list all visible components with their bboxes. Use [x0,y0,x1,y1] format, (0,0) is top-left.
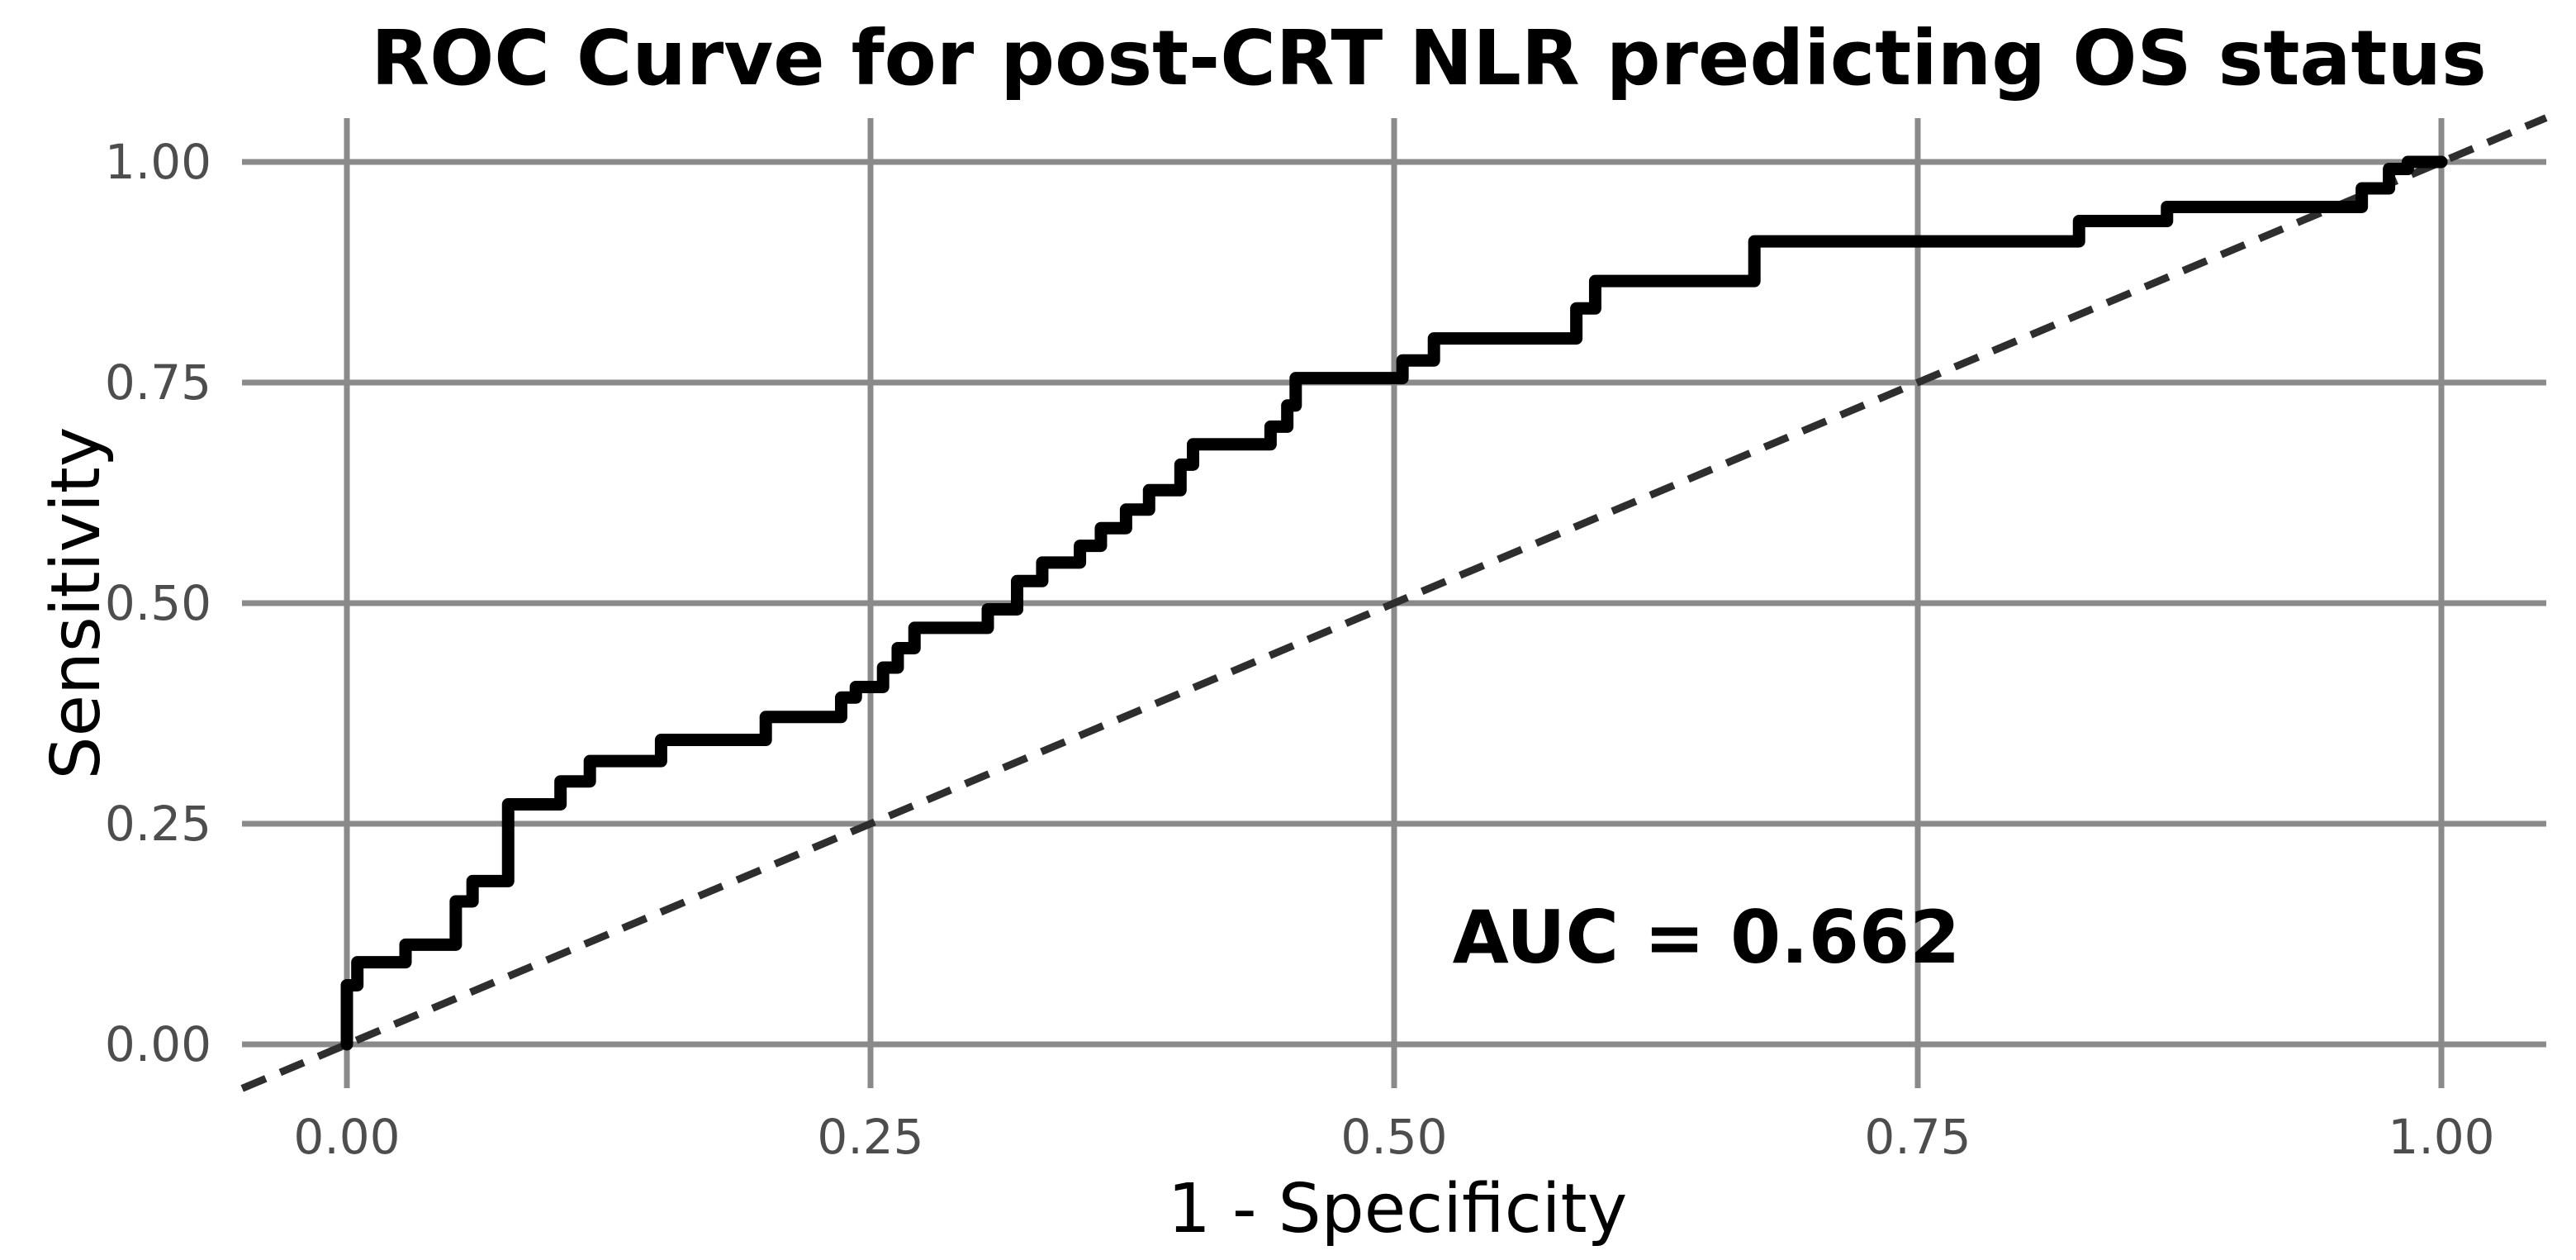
y-tick-label: 0.75 [105,354,211,411]
x-tick-label: 0.75 [1864,1109,1971,1165]
x-axis-label: 1 - Specificity [1168,1170,1628,1248]
y-tick-label: 0.00 [105,1016,211,1072]
y-tick-label: 0.50 [105,575,211,631]
y-axis-tick-labels: 0.00 0.25 0.50 0.75 1.00 [105,134,211,1072]
x-tick-label: 0.50 [1340,1109,1447,1165]
roc-curve-line [340,155,2448,1051]
auc-annotation: AUC = 0.662 [1453,895,1961,980]
chart-title: ROC Curve for post-CRT NLR predicting OS… [371,14,2487,102]
x-axis-tick-labels: 0.00 0.25 0.50 0.75 1.00 [293,1109,2494,1165]
x-tick-label: 0.00 [293,1109,400,1165]
y-axis-label: Sensitivity [37,427,116,780]
chance-diagonal-line [240,114,2548,1092]
x-tick-label: 0.25 [817,1109,923,1165]
x-tick-label: 1.00 [2388,1109,2494,1165]
y-tick-label: 1.00 [105,134,211,190]
y-tick-label: 0.25 [105,796,211,852]
